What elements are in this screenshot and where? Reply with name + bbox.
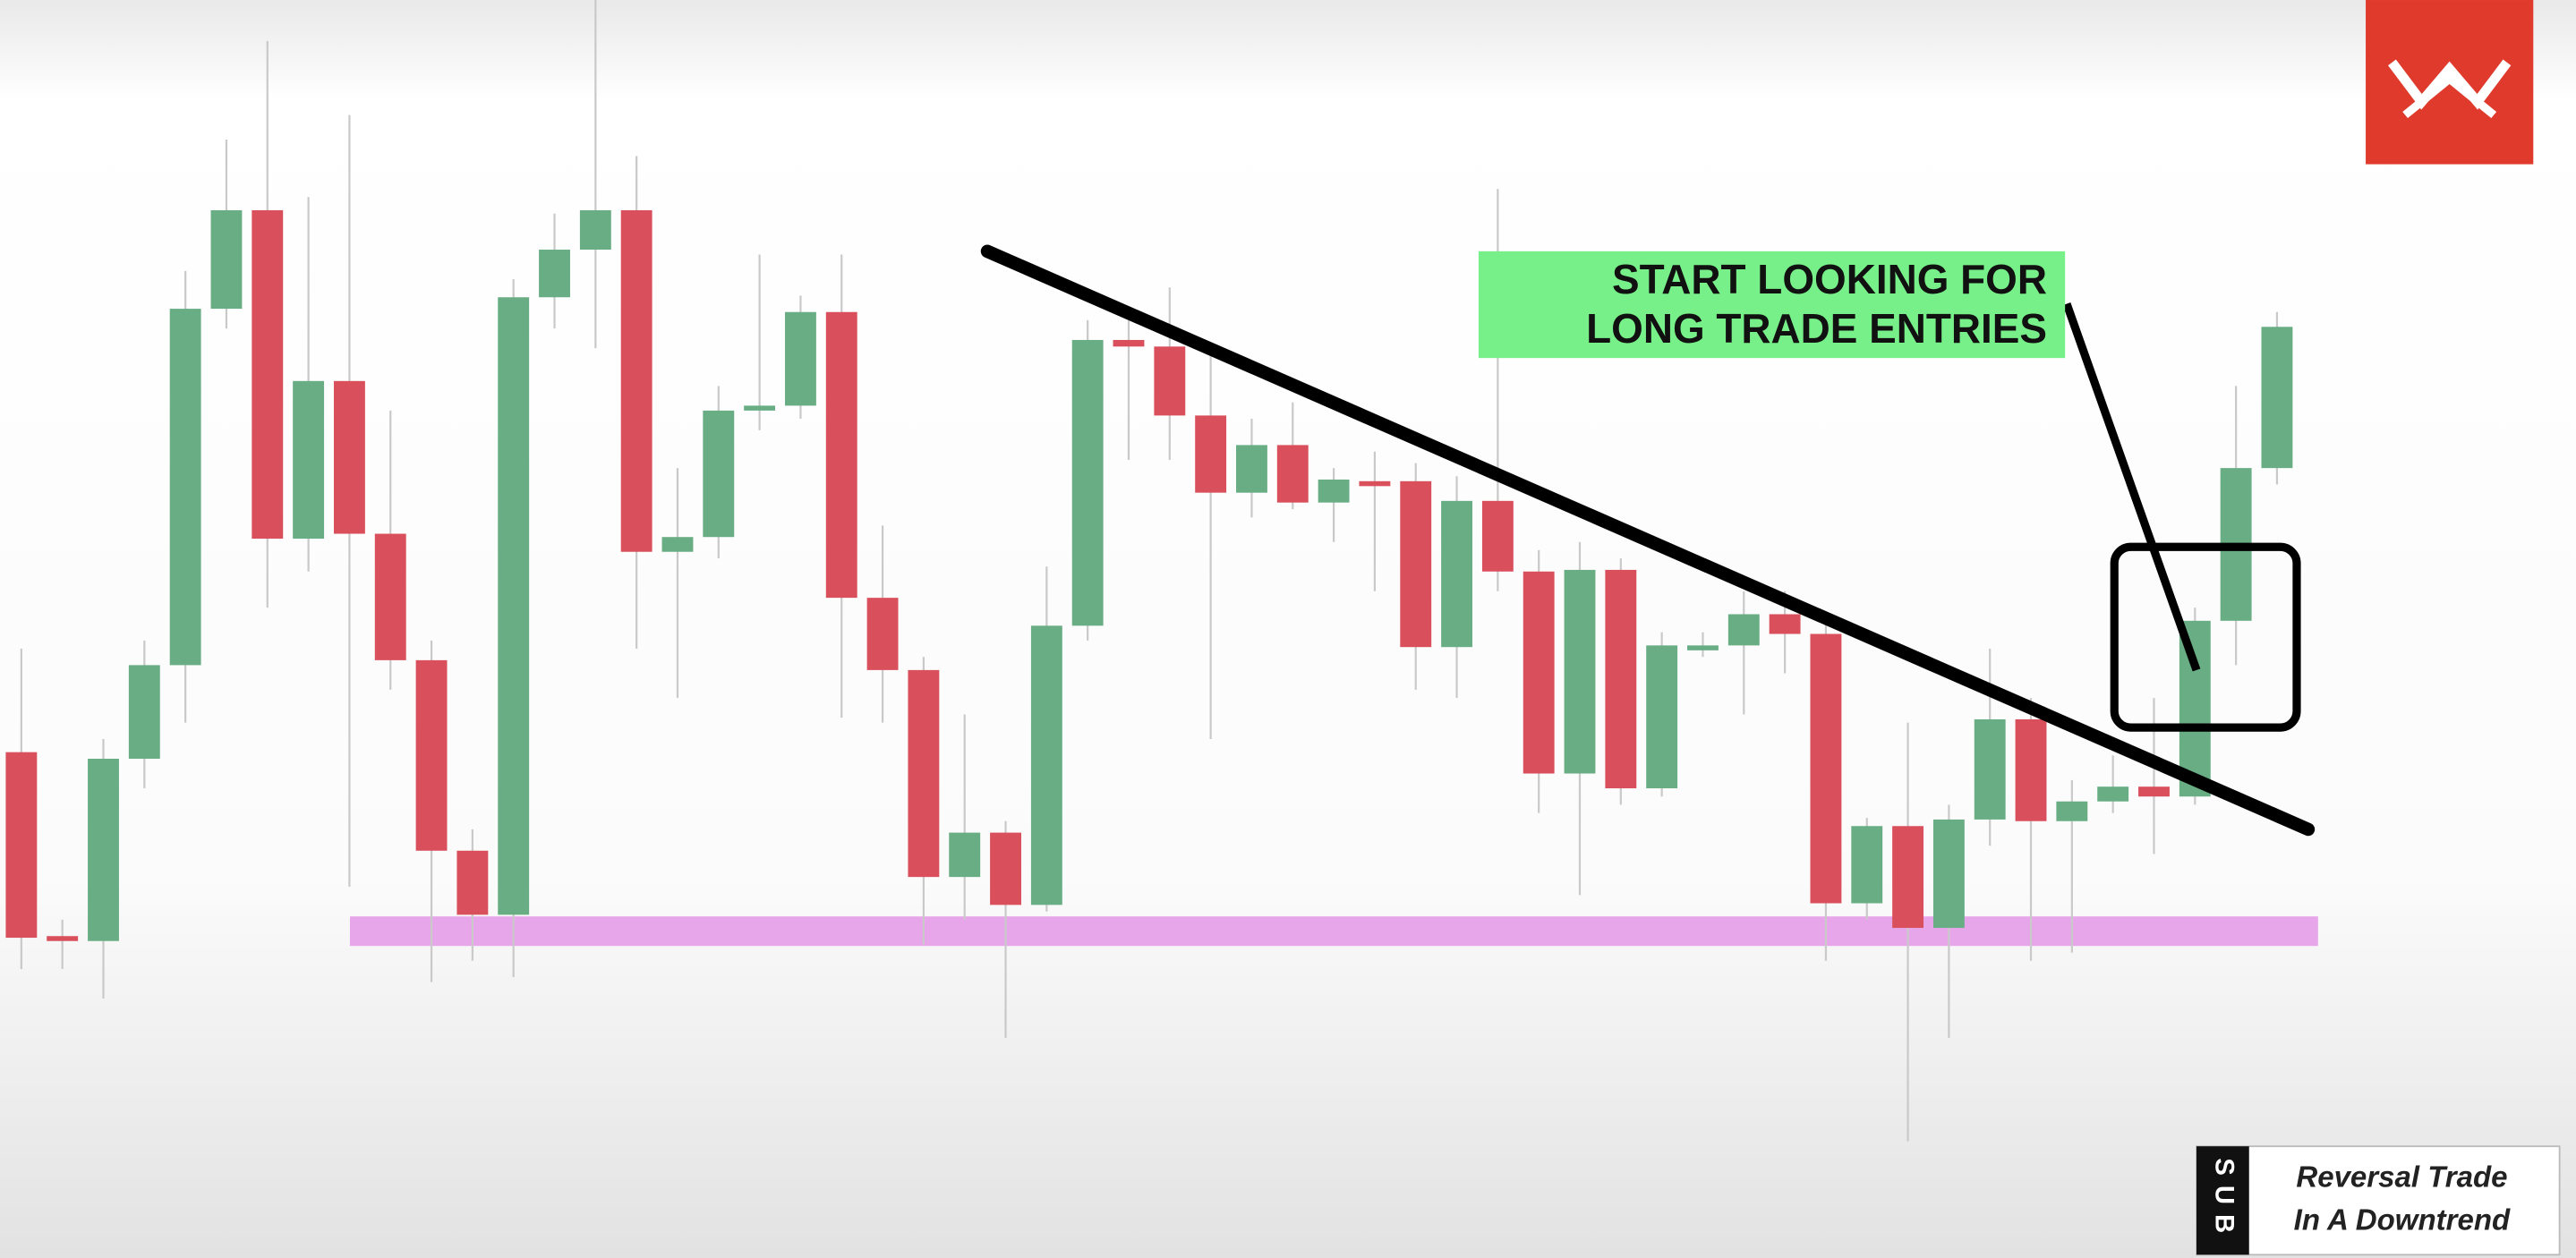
candle-body (2261, 327, 2293, 469)
candle-body (825, 311, 857, 599)
candle-body (539, 250, 570, 298)
candle-body (784, 311, 816, 406)
candle-body (1851, 826, 1883, 904)
candle-body (498, 297, 530, 915)
candle-body (908, 669, 940, 878)
candle-body (2138, 786, 2170, 797)
annotation-text: LONG TRADE ENTRIES (1586, 305, 2047, 352)
candle-body (1318, 479, 1350, 503)
badge: SUB Reversal Trade In A Downtrend (2196, 1145, 2561, 1256)
candle-body (620, 209, 653, 552)
candle-body (2056, 801, 2088, 821)
candle-body (2179, 620, 2211, 797)
candle-body (1646, 645, 1678, 789)
candle-body (1932, 819, 1965, 929)
candle-body (2015, 718, 2047, 821)
candle-body (866, 598, 899, 670)
candle-body (1195, 415, 1227, 493)
candle-body (1769, 614, 1801, 634)
candles (5, 0, 2293, 1142)
candle-body (210, 209, 243, 310)
candle-body (949, 832, 981, 878)
logo-mark (2388, 59, 2512, 110)
support-zone (349, 916, 2318, 947)
candle-body (128, 665, 160, 760)
candle-body (1564, 569, 1596, 774)
candle-body (990, 832, 1021, 905)
candle-body (1523, 571, 1555, 774)
badge-logo-box (2196, 1146, 2249, 1255)
badge-title: In A Downtrend (2294, 1203, 2511, 1236)
logo (2366, 0, 2534, 165)
candle-body (1605, 569, 1637, 789)
candle-body (1892, 826, 1924, 929)
candle-body (1154, 346, 1186, 416)
candle-body (5, 752, 38, 939)
candle-body (1359, 480, 1391, 487)
candle-body (333, 380, 365, 534)
candle-body (661, 537, 694, 552)
candle-body (293, 380, 325, 540)
callout-box (1478, 251, 2066, 359)
candle-body (1810, 633, 1842, 904)
candle-body (88, 759, 119, 941)
logo-mark (2402, 73, 2497, 119)
candle-body (252, 209, 284, 540)
candle-body (1441, 500, 1472, 648)
annotation-text: START LOOKING FOR (1612, 256, 2047, 302)
candle-body (1400, 480, 1432, 648)
candle-body (2097, 786, 2129, 802)
candle-body (415, 659, 448, 851)
candle-body (1687, 645, 1719, 650)
candle-body (47, 936, 79, 941)
entry-box (2110, 542, 2301, 732)
trend-line (980, 244, 2316, 837)
callout-pointer (2062, 302, 2201, 672)
candle-body (456, 850, 489, 915)
candle-body (579, 209, 611, 251)
candle-body (1727, 614, 1760, 646)
badge-title: Reversal Trade (2296, 1160, 2507, 1194)
candle-body (1236, 445, 1267, 493)
candle-body (1113, 339, 1145, 347)
candle-body (374, 533, 406, 660)
candle-body (703, 410, 735, 538)
badge-box (2196, 1145, 2561, 1256)
candle-body (1481, 500, 1514, 572)
candle-body (169, 309, 201, 666)
candle-body (1276, 445, 1309, 503)
badge-logo: SUB (2210, 1158, 2239, 1243)
candle-body (1030, 625, 1062, 905)
candle-body (1071, 339, 1104, 626)
candle-body (1974, 718, 2006, 820)
candle-body (744, 405, 776, 411)
